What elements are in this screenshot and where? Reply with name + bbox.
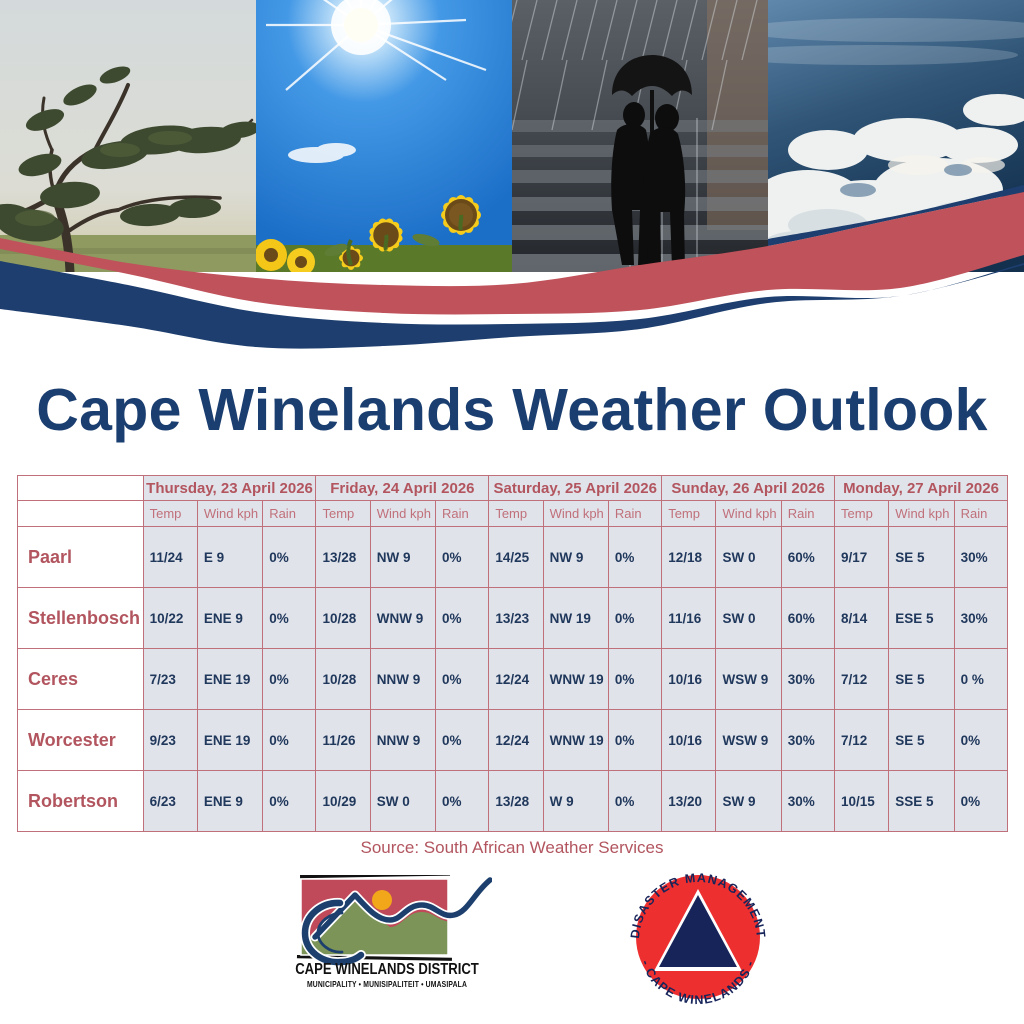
svg-text:MUNICIPALITY • MUNISIPALITEIT: MUNICIPALITY • MUNISIPALITEIT • UMASIPAL…	[307, 979, 467, 989]
svg-text:CAPE WINELANDS DISTRICT: CAPE WINELANDS DISTRICT	[295, 961, 479, 978]
